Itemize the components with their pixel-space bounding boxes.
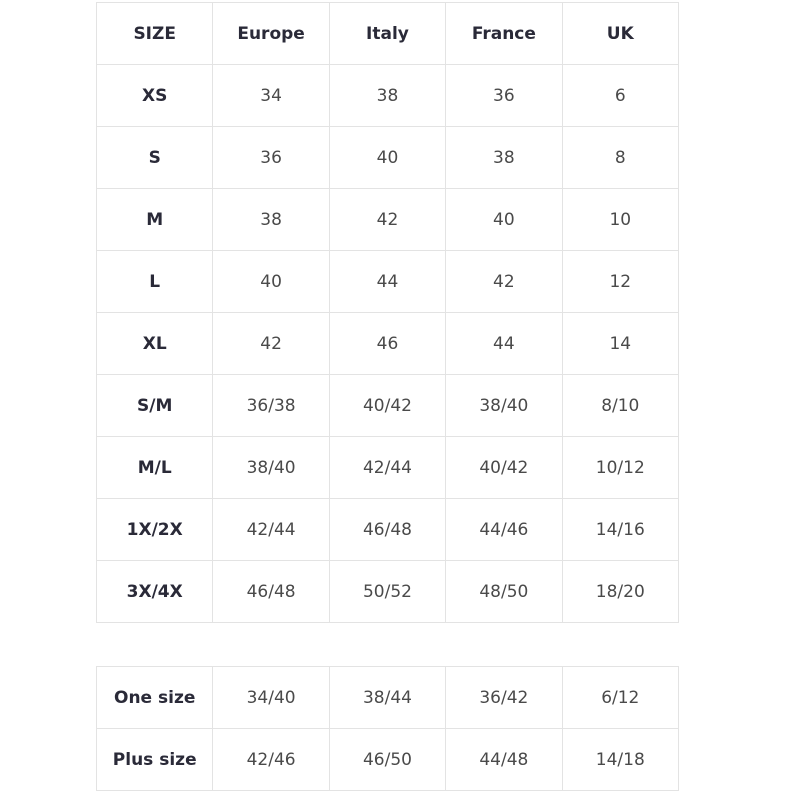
size-value-cell: 10/12 <box>561 436 680 499</box>
size-value-cell: 38/44 <box>328 666 447 729</box>
size-value-cell: 36/42 <box>445 666 563 729</box>
size-value-cell: 42 <box>445 250 563 313</box>
column-header: UK <box>561 2 680 65</box>
size-value-cell: 36/38 <box>212 374 330 437</box>
size-label-cell: M/L <box>95 436 214 499</box>
size-value-cell: 42/44 <box>212 498 330 561</box>
size-value-cell: 38 <box>445 126 563 189</box>
table-row: L 40 44 42 12 <box>95 250 680 313</box>
size-value-cell: 44 <box>328 250 447 313</box>
size-value-cell: 38 <box>212 188 330 251</box>
size-value-cell: 46/48 <box>328 498 447 561</box>
size-value-cell: 40 <box>328 126 447 189</box>
size-value-cell: 14/18 <box>561 728 680 791</box>
size-label-cell: L <box>95 250 214 313</box>
size-label-cell: S/M <box>95 374 214 437</box>
table-row: S 36 40 38 8 <box>95 126 680 189</box>
table-row: XS 34 38 36 6 <box>95 64 680 127</box>
size-value-cell: 40 <box>212 250 330 313</box>
size-value-cell: 44 <box>445 312 563 375</box>
size-value-cell: 42 <box>212 312 330 375</box>
size-value-cell: 42/44 <box>328 436 447 499</box>
size-value-cell: 38 <box>328 64 447 127</box>
size-value-cell: 14/16 <box>561 498 680 561</box>
size-value-cell: 36 <box>445 64 563 127</box>
size-value-cell: 42/46 <box>212 728 330 791</box>
size-label-cell: XS <box>95 64 214 127</box>
size-label-cell: XL <box>95 312 214 375</box>
size-label-cell: 3X/4X <box>95 560 214 623</box>
size-value-cell: 34 <box>212 64 330 127</box>
size-chart-table: SIZE Europe Italy France UK XS 34 38 36 6 S 36 40 38 8… <box>95 2 680 623</box>
size-value-cell: 8/10 <box>561 374 680 437</box>
size-value-cell: 6 <box>561 64 680 127</box>
size-value-cell: 18/20 <box>561 560 680 623</box>
table-row: XL 42 46 44 14 <box>95 312 680 375</box>
size-value-cell: 42 <box>328 188 447 251</box>
header-row: SIZE Europe Italy France UK <box>95 2 680 65</box>
size-value-cell: 34/40 <box>212 666 330 729</box>
column-header: SIZE <box>95 2 214 65</box>
table-row: One size 34/40 38/44 36/42 6/12 <box>95 666 680 729</box>
size-label-cell: S <box>95 126 214 189</box>
size-value-cell: 38/40 <box>212 436 330 499</box>
size-value-cell: 40 <box>445 188 563 251</box>
size-value-cell: 10 <box>561 188 680 251</box>
table-row: M 38 42 40 10 <box>95 188 680 251</box>
column-header: France <box>445 2 563 65</box>
size-label-cell: One size <box>95 666 214 729</box>
one-plus-size-table: One size 34/40 38/44 36/42 6/12 Plus size 42/4… <box>95 666 680 791</box>
table-row: 3X/4X 46/48 50/52 48/50 18/20 <box>95 560 680 623</box>
table-row: Plus size 42/46 46/50 44/48 14/18 <box>95 728 680 791</box>
table-row: M/L 38/40 42/44 40/42 10/12 <box>95 436 680 499</box>
table-row: 1X/2X 42/44 46/48 44/46 14/16 <box>95 498 680 561</box>
size-value-cell: 14 <box>561 312 680 375</box>
table-row: S/M 36/38 40/42 38/40 8/10 <box>95 374 680 437</box>
size-value-cell: 48/50 <box>445 560 563 623</box>
size-value-cell: 50/52 <box>328 560 447 623</box>
size-value-cell: 38/40 <box>445 374 563 437</box>
size-value-cell: 44/46 <box>445 498 563 561</box>
size-value-cell: 40/42 <box>328 374 447 437</box>
size-value-cell: 36 <box>212 126 330 189</box>
size-value-cell: 46/50 <box>328 728 447 791</box>
size-value-cell: 12 <box>561 250 680 313</box>
size-value-cell: 46 <box>328 312 447 375</box>
column-header: Italy <box>328 2 447 65</box>
size-label-cell: M <box>95 188 214 251</box>
size-value-cell: 6/12 <box>561 666 680 729</box>
size-value-cell: 40/42 <box>445 436 563 499</box>
size-value-cell: 46/48 <box>212 560 330 623</box>
column-header: Europe <box>212 2 330 65</box>
size-label-cell: Plus size <box>95 728 214 791</box>
size-label-cell: 1X/2X <box>95 498 214 561</box>
size-value-cell: 44/48 <box>445 728 563 791</box>
size-value-cell: 8 <box>561 126 680 189</box>
